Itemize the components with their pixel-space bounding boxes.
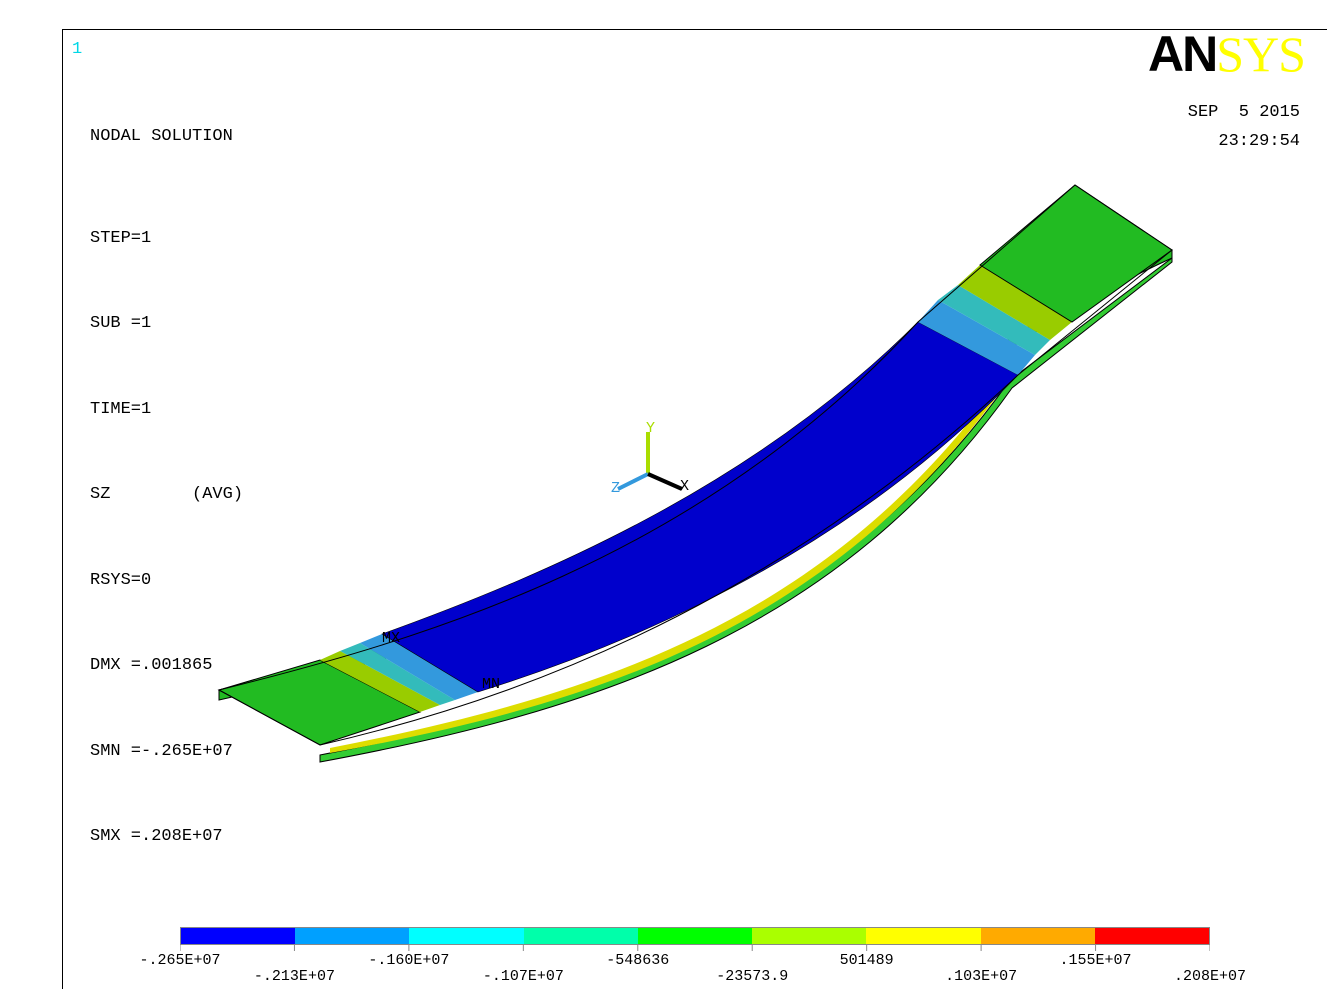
date-time-stamp: SEP 5 2015 23:29:54 (1188, 98, 1300, 156)
band-left-yellowgreen (320, 651, 440, 712)
legend-segment (637, 928, 753, 944)
triad-z-label: Z (611, 480, 620, 497)
triad-x-axis (647, 472, 683, 491)
band-right-lightblue (918, 300, 1035, 375)
result-title: NODAL SOLUTION (90, 127, 233, 146)
logo-sys: SYS (1216, 26, 1306, 82)
legend-label-upper: 501489 (839, 952, 894, 969)
info-rsys: RSYS=0 (90, 570, 152, 590)
info-smx: SMX =.208E+07 (90, 827, 223, 846)
triad-z-axis (617, 472, 649, 491)
info-component: SZ (AVG) (90, 485, 244, 504)
legend-segment (752, 928, 867, 944)
legend-segment (409, 928, 524, 944)
contour-legend-bar (180, 927, 1210, 945)
triad-x-label: X (680, 478, 689, 495)
legend-label-upper: -548636 (606, 952, 670, 969)
info-sub: SUB =1 (90, 314, 152, 333)
legend-segment (181, 928, 296, 944)
beam-top-outline (217, 184, 1173, 746)
legend-segment (523, 928, 638, 944)
date-label: SEP 5 2015 (1187, 103, 1300, 122)
ansys-logo: ANSYS (1148, 26, 1306, 82)
time-label: 23:29:54 (1218, 132, 1300, 151)
legend-label-upper: .155E+07 (1059, 952, 1132, 969)
graphics-window (62, 29, 1327, 989)
legend-segment (1094, 928, 1209, 944)
min-marker: MN (482, 676, 500, 693)
info-time: TIME=1 (90, 399, 152, 419)
legend-label-upper: -.265E+07 (139, 952, 221, 969)
logo-an: AN (1148, 26, 1218, 82)
info-smn: SMN =-.265E+07 (90, 741, 233, 761)
window-number: 1 (72, 40, 83, 59)
band-right-yellowgreen (958, 265, 1072, 340)
result-info-block: NODAL SOLUTION STEP=1 SUB =1 TIME=1 SZ (… (90, 66, 243, 880)
info-dmx: DMX =.001865 (90, 656, 213, 675)
band-left-lightblue (360, 634, 478, 700)
max-marker: MX (382, 630, 400, 647)
legend-ticks (180, 945, 1210, 951)
legend-segment (866, 928, 981, 944)
legend-segment (295, 928, 410, 944)
triad-y-label: Y (646, 420, 655, 437)
legend-segment (980, 928, 1095, 944)
band-right-cyan (938, 285, 1050, 355)
legend-label-upper: -.160E+07 (368, 952, 450, 969)
band-left-cyan (340, 643, 455, 705)
info-step: STEP=1 (90, 228, 152, 248)
